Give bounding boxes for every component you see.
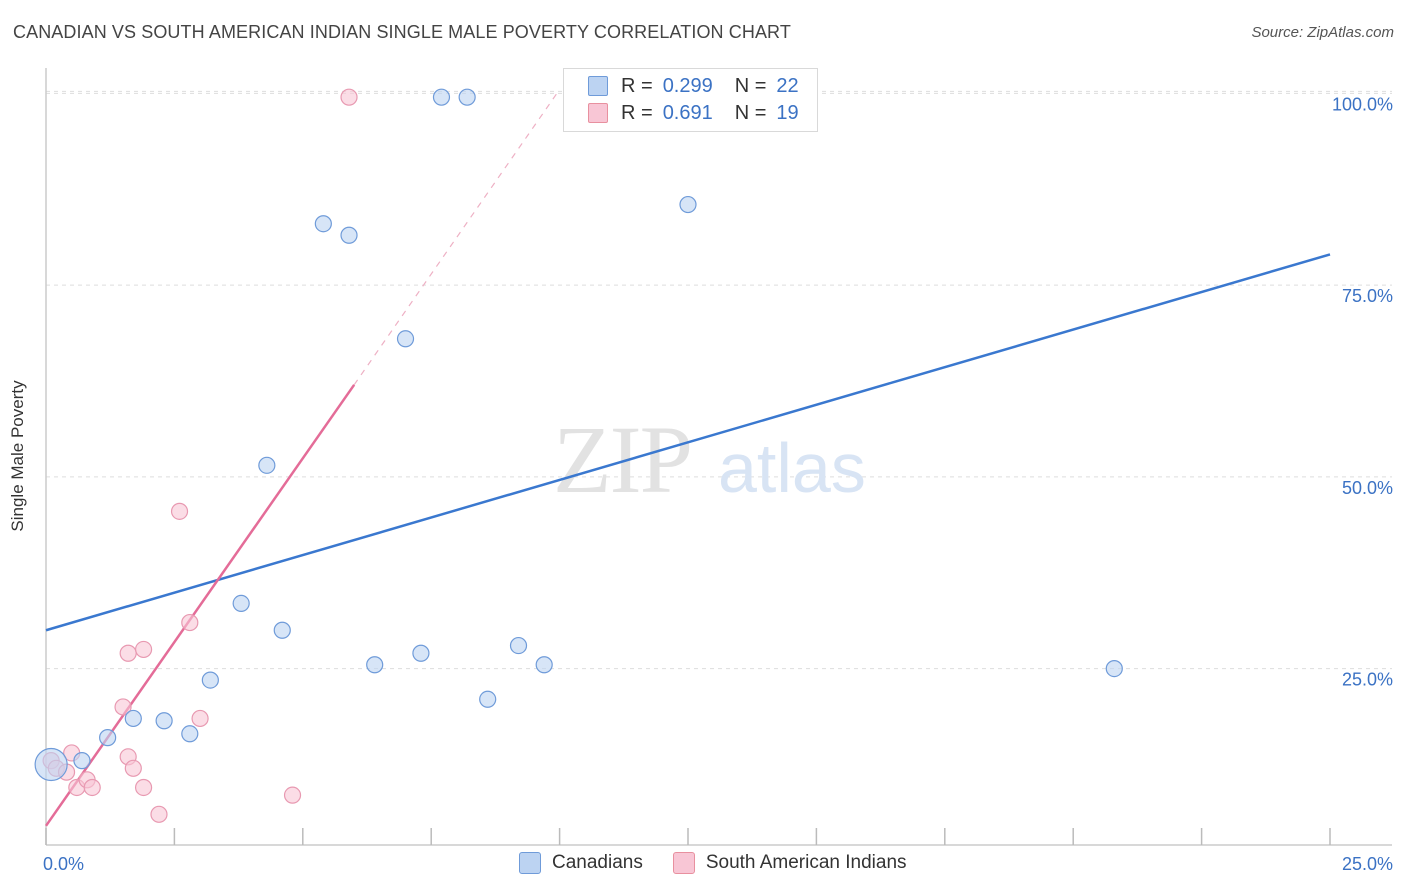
data-point-canadians [535, 656, 553, 674]
data-point-canadians [273, 621, 291, 639]
grid-layer [46, 90, 1392, 670]
trendline-south-american-extension [353, 89, 561, 386]
data-point-canadians [258, 456, 276, 474]
y-tick-label: 100.0% [1332, 94, 1393, 114]
data-point-canadians [412, 644, 430, 662]
series-legend: Canadians South American Indians [519, 852, 937, 874]
stats-legend: R = 0.299 N = 22 R = 0.691 N = 19 [563, 68, 818, 132]
trendline-canadians [45, 253, 1331, 632]
legend-swatch-canadians [588, 76, 608, 96]
data-point-south-american [119, 644, 137, 662]
data-point-canadians [509, 636, 528, 655]
legend-r-value: 0.691 [662, 101, 713, 124]
data-point-canadians [99, 729, 117, 747]
y-tick-label: 75.0% [1342, 286, 1393, 306]
data-point-canadians [340, 226, 358, 244]
legend-label-canadians: Canadians [552, 852, 643, 873]
legend-row-canadians: R = 0.299 N = 22 [588, 74, 799, 98]
data-point-south-american [283, 786, 302, 804]
data-point-south-american [181, 613, 199, 632]
data-point-south-american [134, 778, 153, 797]
data-point-canadians [201, 671, 219, 689]
chart-title: CANADIAN VS SOUTH AMERICAN INDIAN SINGLE… [13, 22, 791, 42]
data-point-canadians [314, 215, 332, 233]
trend-layer [44, 89, 1331, 827]
y-tick-label: 50.0% [1342, 478, 1393, 498]
data-point-canadians [679, 195, 697, 214]
legend-r-label: R = [621, 74, 653, 97]
legend-n-value: 22 [776, 74, 799, 97]
data-point-canadians [366, 656, 384, 674]
data-point-south-american [340, 88, 358, 106]
legend-label-south-american: South American Indians [705, 852, 907, 873]
watermark-layer: ZIP atlas [553, 406, 866, 513]
legend-item-south-american[interactable]: South American Indians [672, 852, 907, 874]
legend-n-label: N = [734, 74, 767, 97]
legend-row-south-american: R = 0.691 N = 19 [588, 101, 799, 125]
legend-swatch-south-american [588, 103, 608, 123]
data-point-canadians [155, 712, 173, 730]
legend-n-value: 19 [776, 101, 799, 124]
data-point-south-american [191, 709, 209, 728]
legend-swatch-canadians [519, 852, 541, 874]
legend-r-value: 0.299 [662, 74, 713, 97]
legend-item-canadians[interactable]: Canadians [519, 852, 643, 874]
data-point-canadians [458, 88, 476, 106]
data-point-south-american [170, 502, 189, 520]
data-point-south-american [114, 698, 132, 716]
data-point-canadians [34, 747, 68, 782]
x-tick-label-max: 25.0% [1342, 854, 1393, 874]
legend-swatch-south-american [672, 852, 695, 874]
data-point-canadians [124, 709, 142, 728]
data-point-south-american [83, 778, 101, 797]
data-point-canadians [73, 752, 91, 770]
data-point-south-american [150, 805, 168, 823]
watermark-atlas: atlas [718, 429, 866, 507]
trendline-south-american [44, 384, 356, 827]
points-layer [34, 88, 1123, 823]
data-point-canadians [396, 330, 415, 348]
data-point-canadians [432, 88, 451, 106]
legend-n-label: N = [734, 101, 767, 124]
data-point-canadians [479, 690, 497, 708]
data-point-canadians [1105, 659, 1123, 678]
data-point-canadians [232, 594, 250, 612]
axis-layer [45, 68, 1392, 846]
watermark-zip: ZIP [553, 406, 691, 513]
data-point-canadians [181, 725, 199, 743]
data-point-south-american [134, 640, 153, 659]
y-tick-label: 25.0% [1342, 670, 1393, 690]
tick-label-layer: 25.0% 50.0% 75.0% 100.0% 0.0% 25.0% [43, 94, 1393, 874]
x-tick-label-min: 0.0% [43, 854, 84, 874]
legend-r-label: R = [621, 101, 653, 124]
data-point-south-american [124, 759, 142, 777]
source-credit: Source: ZipAtlas.com [1251, 24, 1394, 41]
